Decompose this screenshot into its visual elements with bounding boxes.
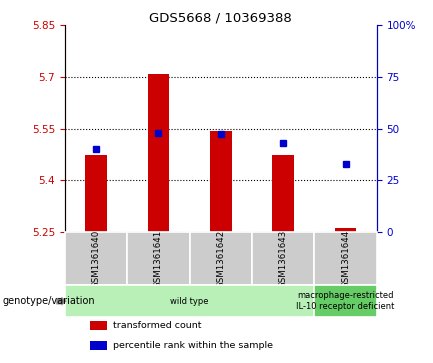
Title: GDS5668 / 10369388: GDS5668 / 10369388 [149, 11, 292, 24]
Text: macrophage-restricted
IL-10 receptor deficient: macrophage-restricted IL-10 receptor def… [296, 291, 395, 311]
Text: GSM1361642: GSM1361642 [216, 229, 225, 287]
Text: GSM1361644: GSM1361644 [341, 229, 350, 287]
Bar [335, 228, 356, 232]
Bar [127, 232, 190, 285]
Bar [85, 155, 107, 232]
Bar [252, 232, 314, 285]
Bar [90, 321, 107, 330]
Bar [314, 232, 377, 285]
Text: genotype/variation: genotype/variation [2, 296, 95, 306]
Text: GSM1361640: GSM1361640 [92, 229, 100, 287]
Bar [314, 285, 377, 317]
Text: transformed count: transformed count [113, 321, 202, 330]
Bar [148, 74, 169, 232]
Bar [90, 341, 107, 350]
Bar [190, 232, 252, 285]
Text: GSM1361643: GSM1361643 [279, 229, 288, 287]
Bar [65, 232, 127, 285]
Bar [272, 155, 294, 232]
Bar [210, 131, 232, 232]
Text: wild type: wild type [171, 297, 209, 306]
Text: GSM1361641: GSM1361641 [154, 229, 163, 287]
Text: percentile rank within the sample: percentile rank within the sample [113, 341, 273, 350]
Bar [65, 285, 314, 317]
